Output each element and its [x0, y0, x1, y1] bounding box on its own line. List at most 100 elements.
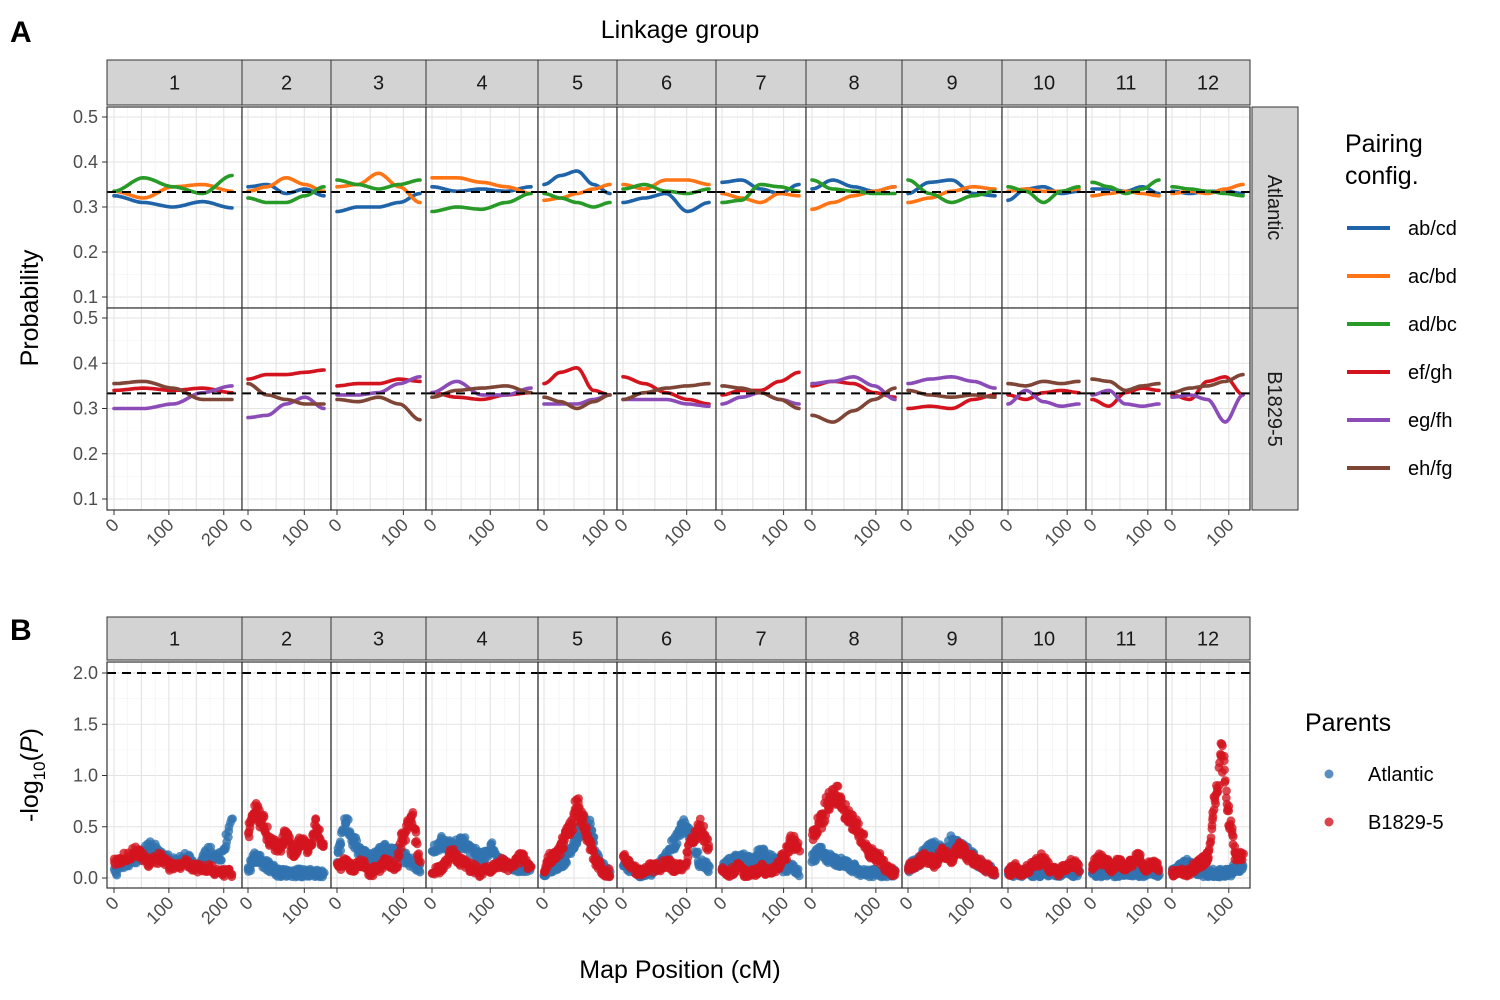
point-B1829-5-lg12	[1208, 812, 1218, 822]
point-B1829-5-lg5	[568, 826, 578, 835]
panel-a-strip-lg-9	[901, 59, 1003, 106]
point-B1829-5-lg2	[311, 814, 321, 824]
neglog-prefix: -log	[16, 780, 44, 822]
line-Atlantic-lg4-ad-bc	[430, 191, 533, 214]
panel-a-strip-label-6: 6	[661, 73, 672, 95]
panel-a-border	[1165, 307, 1251, 511]
panel-a-strip-label-10: 10	[1033, 73, 1055, 95]
point-B1829-5-lg5	[579, 810, 589, 820]
point-Atlantic-lg7	[794, 871, 804, 881]
panel-b-strip-lg-3	[330, 616, 427, 661]
panel-b-strip-label-1: 1	[169, 629, 180, 651]
parents-legend-items: Atlantic B1829-5	[1324, 764, 1444, 834]
line-B1829-5-lg1-eh-fg	[112, 379, 234, 402]
panel-a-xtick-label: 200	[197, 515, 232, 550]
panel-a-strip-lg-1	[106, 59, 243, 106]
panel-b-xtick-label: 0	[710, 893, 731, 914]
panel-a-ytick-label: 0.4	[73, 152, 98, 172]
point-Atlantic-lg3	[336, 840, 346, 849]
point-B1829-5-lg2	[319, 842, 328, 851]
point-B1829-5-lg3	[414, 849, 424, 859]
map-position-axis-title: Map Position (cM)	[579, 956, 780, 984]
pairing-legend-title-line2: config.	[1345, 162, 1419, 190]
panel-b-ytick-label: 0.0	[73, 868, 98, 888]
panel-a-xtick-label: 0	[236, 515, 257, 536]
line-B1829-5-lg12-eh-fg	[1170, 372, 1245, 395]
panel-a-xtick-label: 0	[611, 515, 632, 536]
neglog-variable: P	[16, 736, 44, 753]
point-Atlantic-lg2	[319, 868, 329, 878]
pairing-legend-label: ef/gh	[1408, 362, 1452, 384]
line-B1829-5-lg5-ef-gh	[542, 366, 612, 397]
line-B1829-5-lg2-ef-gh	[246, 368, 326, 381]
panel-a-strip-lg-11	[1085, 59, 1167, 106]
line-Atlantic-lg7-ac-bd	[720, 191, 801, 205]
point-B1829-5-lg7	[793, 838, 803, 848]
panel-a-strip-label-1: 1	[169, 73, 180, 95]
line-Atlantic-lg6-ac-bd	[621, 178, 711, 191]
line-Atlantic-lg2-ac-bd	[246, 176, 326, 194]
panel-a-xtick-label: 100	[577, 515, 612, 550]
parents-legend-key-B1829-5	[1324, 817, 1334, 827]
line-Atlantic-lg1-ad-bc	[112, 173, 234, 196]
line-B1829-5-lg10-eh-fg	[1006, 379, 1081, 388]
line-Atlantic-lg2-ab-cd	[246, 182, 326, 198]
panel-b-strip-label-3: 3	[373, 629, 384, 651]
panel-b-plot: 1 2 3 4 5 6 7 8 9 10 11 120.00.51.01.52.00 100 200 0 10…	[73, 616, 1251, 928]
point-B1829-5-lg6	[683, 853, 693, 862]
point-B1829-5-lg3	[395, 851, 404, 861]
line-B1829-5-lg3-ef-gh	[335, 377, 422, 388]
point-Atlantic-lg6	[693, 847, 703, 857]
line-B1829-5-lg4-eh-fg	[430, 384, 533, 399]
panel-b-ytick-label: 1.0	[73, 766, 98, 786]
line-Atlantic-lg1-ab-cd	[112, 194, 234, 210]
panel-b-strip-lg-9	[901, 616, 1003, 661]
line-Atlantic-lg3-ad-bc	[335, 178, 422, 191]
line-B1829-5-lg3-eh-fg	[335, 395, 422, 422]
panel-a-xtick-label: 100	[278, 515, 313, 550]
panel-b-xtick-label: 0	[996, 893, 1017, 914]
panel-a-strip-lg-8	[805, 59, 903, 106]
point-B1829-5-lg2	[263, 822, 272, 832]
point-Atlantic-lg1	[223, 832, 233, 842]
parents-legend-label: B1829-5	[1368, 812, 1444, 834]
panel-b-strip-label-2: 2	[281, 629, 292, 651]
panel-a-ytick-label: 0.2	[73, 242, 98, 262]
parents-legend-title: Parents	[1305, 709, 1391, 737]
point-B1829-5-lg12	[1207, 824, 1217, 834]
point-B1829-5-lg8	[859, 831, 868, 840]
panel-b-xtick-label: 0	[800, 893, 821, 914]
panel-a-strip-label-7: 7	[755, 73, 766, 95]
panel-a-xtick-label: 100	[660, 515, 695, 550]
panel-b-strip-lg-11	[1085, 616, 1167, 661]
panel-tag-a: A	[10, 16, 32, 49]
point-Atlantic-lg4	[487, 838, 497, 848]
point-B1829-5-lg8	[833, 781, 843, 791]
panel-a-xtick-label: 100	[1041, 515, 1076, 550]
panel-a-strip-label-11: 11	[1116, 73, 1137, 95]
point-B1829-5-lg6	[695, 814, 705, 824]
point-B1829-5-lg12	[1220, 765, 1229, 775]
pairing-legend-label: ad/bc	[1408, 314, 1457, 336]
panel-b-xtick-label: 0	[532, 893, 553, 914]
point-B1829-5-lg7	[782, 855, 791, 864]
panel-b-strip-lg-1	[106, 616, 243, 661]
panel-b-xtick-label: 0	[1160, 893, 1181, 914]
point-B1829-5-lg3	[412, 839, 422, 849]
point-B1829-5-lg12	[1203, 855, 1213, 864]
point-B1829-5-lg12	[1228, 832, 1238, 841]
panel-a-xtick-label: 0	[996, 515, 1017, 536]
panel-b-strip-lg-6	[616, 616, 717, 661]
pairing-legend-items: ab/cd ac/bd ad/bc ef/gh eg/fh eh/fg	[1347, 218, 1457, 480]
line-Atlantic-lg2-ad-bc	[246, 185, 326, 205]
panel-a-xtick-label: 0	[800, 515, 821, 536]
line-B1829-5-lg2-eh-fg	[246, 381, 326, 406]
point-Atlantic-lg6	[705, 862, 714, 872]
panel-b-xtick-label: 0	[611, 893, 632, 914]
panel-a-xtick-label: 0	[532, 515, 553, 536]
parents-legend: Parents Atlantic B1829-5	[1305, 709, 1444, 834]
parents-legend-key-Atlantic	[1324, 769, 1334, 779]
panel-a-strip-lg-6	[616, 59, 717, 106]
point-B1829-5-lg12	[1222, 786, 1231, 796]
panel-a-xtick-label: 0	[1160, 515, 1181, 536]
